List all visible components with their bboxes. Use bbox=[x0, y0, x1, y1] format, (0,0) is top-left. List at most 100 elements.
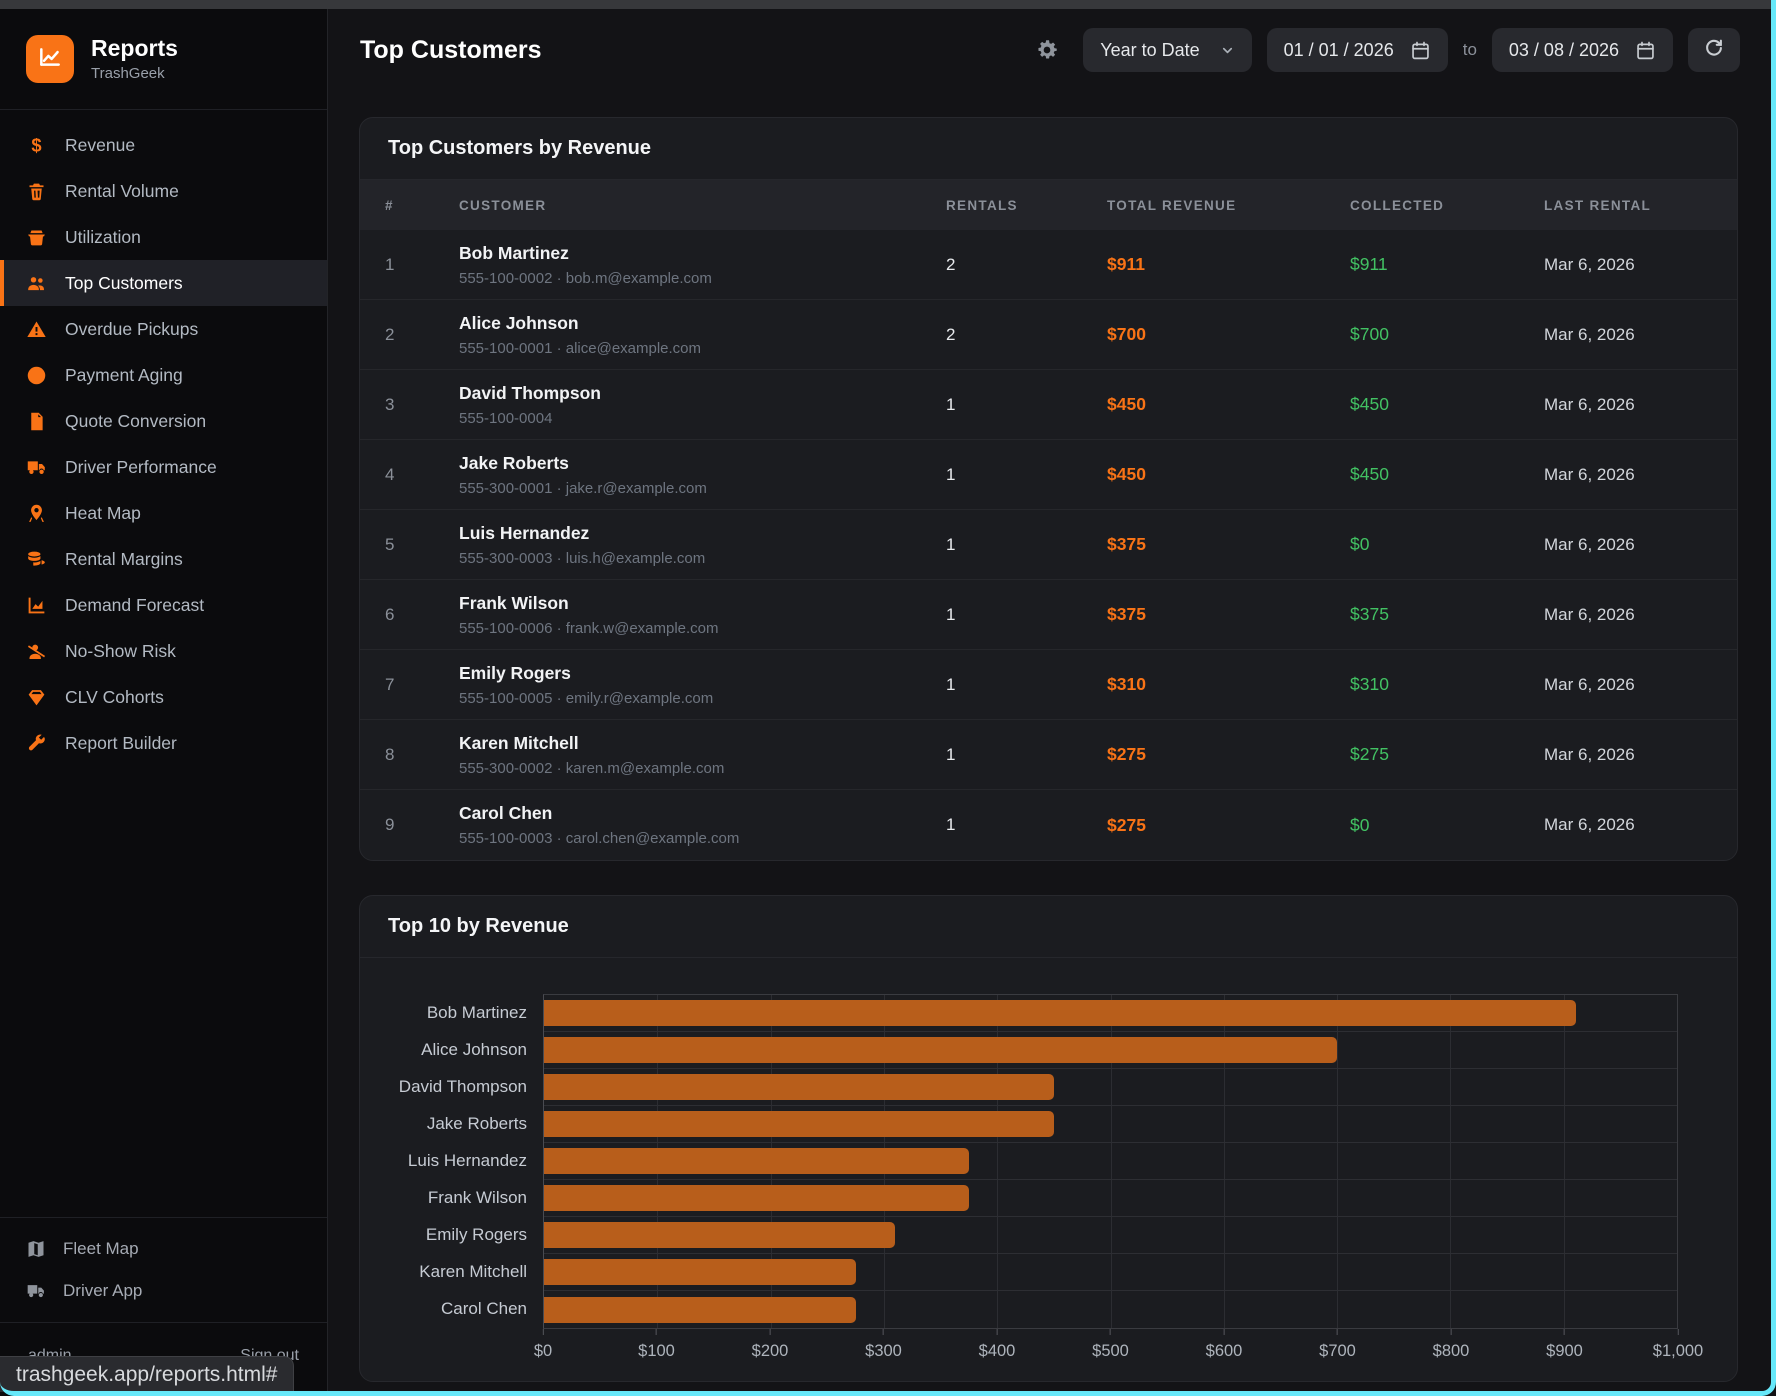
sidebar-item-label: Revenue bbox=[65, 134, 136, 155]
col-collected: COLLECTED bbox=[1350, 197, 1445, 213]
chart-plot-area bbox=[543, 994, 1678, 1329]
chart-band bbox=[544, 995, 1677, 1032]
chart-band bbox=[544, 1106, 1677, 1143]
sidebar-item-label: CLV Cohorts bbox=[65, 686, 164, 707]
chart-band bbox=[544, 1217, 1677, 1254]
refresh-icon bbox=[1703, 37, 1725, 64]
sidebar-item-report-builder[interactable]: Report Builder bbox=[0, 720, 327, 766]
top10-chart-card: Top 10 by Revenue Bob Martinez Alice John… bbox=[359, 895, 1738, 1382]
x-tick-label: $500 bbox=[1092, 1329, 1129, 1361]
chart-category-label: Carol Chen bbox=[441, 1298, 527, 1318]
last-rental-cell: Mar 6, 2026 bbox=[1544, 464, 1635, 484]
x-tick-label: $700 bbox=[1319, 1329, 1356, 1361]
chart-category-label: Karen Mitchell bbox=[419, 1261, 527, 1281]
customer-cell: Alice Johnson 555-100-0001 · alice@examp… bbox=[459, 313, 946, 357]
last-rental-cell: Mar 6, 2026 bbox=[1544, 674, 1635, 694]
sidebar-item-label: Report Builder bbox=[65, 732, 177, 753]
chart-category-label: David Thompson bbox=[398, 1076, 527, 1096]
bar-frank-wilson bbox=[544, 1185, 969, 1211]
sidebar-item-rental-margins[interactable]: Rental Margins bbox=[0, 536, 327, 582]
chart-category-label: Jake Roberts bbox=[426, 1113, 527, 1133]
bar-alice-johnson bbox=[544, 1037, 1338, 1063]
rank-cell: 5 bbox=[385, 534, 395, 554]
bar-david-thompson bbox=[544, 1074, 1054, 1100]
table-row: 5 Luis Hernandez 555-300-0003 · luis.h@e… bbox=[360, 510, 1737, 580]
sidebar-item-fleet-map[interactable]: Fleet Map bbox=[0, 1228, 327, 1270]
last-rental-cell: Mar 6, 2026 bbox=[1544, 744, 1635, 764]
table-row: 2 Alice Johnson 555-100-0001 · alice@exa… bbox=[360, 300, 1737, 370]
rentals-cell: 1 bbox=[946, 604, 956, 624]
collected-cell: $911 bbox=[1350, 254, 1388, 274]
sidebar-item-demand-forecast[interactable]: Demand Forecast bbox=[0, 582, 327, 628]
sidebar-item-revenue[interactable]: $ Revenue bbox=[0, 122, 327, 168]
customer-cell: Luis Hernandez 555-300-0003 · luis.h@exa… bbox=[459, 523, 946, 567]
x-tick-label: $400 bbox=[979, 1329, 1015, 1361]
table-header-row: # CUSTOMER RENTALS TOTAL REVENUE COLLECT… bbox=[360, 180, 1737, 230]
trash-icon bbox=[26, 181, 47, 202]
customer-cell: Frank Wilson 555-100-0006 · frank.w@exam… bbox=[459, 593, 946, 637]
chart-band bbox=[544, 1254, 1677, 1291]
chevron-down-icon bbox=[1220, 43, 1235, 58]
app-name: Reports bbox=[91, 35, 178, 62]
customer-contact: 555-300-0001 · jake.r@example.com bbox=[459, 479, 707, 497]
status-url-tooltip: trashgeek.app/reports.html# bbox=[0, 1356, 295, 1392]
sidebar-item-payment-aging[interactable]: Payment Aging bbox=[0, 352, 327, 398]
gridline bbox=[1337, 995, 1339, 1328]
gridline bbox=[1110, 995, 1112, 1328]
chart-category-label: Frank Wilson bbox=[427, 1187, 527, 1207]
chart-area-icon bbox=[26, 595, 47, 616]
date-from-input[interactable]: 01 / 01 / 2026 bbox=[1266, 28, 1448, 72]
customer-name: Jake Roberts bbox=[459, 452, 569, 473]
sidebar-item-label: Rental Margins bbox=[65, 548, 183, 569]
document-icon bbox=[26, 411, 47, 432]
gridline bbox=[997, 995, 999, 1328]
customer-contact: 555-100-0001 · alice@example.com bbox=[459, 339, 702, 357]
chart-band bbox=[544, 1291, 1677, 1328]
period-select[interactable]: Year to Date bbox=[1083, 28, 1252, 72]
customer-cell: Jake Roberts 555-300-0001 · jake.r@examp… bbox=[459, 453, 946, 497]
sidebar-item-label: Driver Performance bbox=[65, 456, 217, 477]
status-url-text: trashgeek.app/reports.html# bbox=[16, 1362, 278, 1386]
sidebar-item-rental-volume[interactable]: Rental Volume bbox=[0, 168, 327, 214]
gear-icon[interactable] bbox=[1034, 37, 1060, 63]
sidebar-item-clv-cohorts[interactable]: CLV Cohorts bbox=[0, 674, 327, 720]
customer-cell: David Thompson 555-100-0004 bbox=[459, 383, 946, 427]
table-body: 1 Bob Martinez 555-100-0002 · bob.m@exam… bbox=[360, 230, 1737, 860]
sidebar-item-heat-map[interactable]: Heat Map bbox=[0, 490, 327, 536]
sidebar-item-top-customers[interactable]: Top Customers bbox=[0, 260, 327, 306]
sidebar-item-driver-app[interactable]: Driver App bbox=[0, 1270, 327, 1312]
sidebar-item-driver-performance[interactable]: Driver Performance bbox=[0, 444, 327, 490]
rank-cell: 1 bbox=[385, 254, 395, 274]
sidebar-item-quote-conversion[interactable]: Quote Conversion bbox=[0, 398, 327, 444]
sidebar-item-no-show-risk[interactable]: No-Show Risk bbox=[0, 628, 327, 674]
sidebar-item-label: Rental Volume bbox=[65, 180, 179, 201]
date-to-input[interactable]: 03 / 08 / 2026 bbox=[1491, 28, 1673, 72]
page-header: Top Customers Year to Date 01 / 01 / 202… bbox=[328, 9, 1776, 91]
customer-cell: Bob Martinez 555-100-0002 · bob.m@exampl… bbox=[459, 243, 946, 287]
map-pin-icon bbox=[26, 503, 47, 524]
revenue-cell: $911 bbox=[1107, 254, 1145, 274]
customer-contact: 555-100-0005 · emily.r@example.com bbox=[459, 689, 714, 707]
customer-name: David Thompson bbox=[459, 382, 601, 403]
calendar-icon[interactable] bbox=[1410, 40, 1431, 61]
table-row: 1 Bob Martinez 555-100-0002 · bob.m@exam… bbox=[360, 230, 1737, 300]
calendar-icon[interactable] bbox=[1635, 40, 1656, 61]
x-tick-label: $0 bbox=[534, 1329, 552, 1361]
sidebar-item-label: Top Customers bbox=[65, 272, 183, 293]
sidebar-secondary-nav: Fleet Map Driver App bbox=[0, 1217, 327, 1322]
period-select-value: Year to Date bbox=[1100, 39, 1200, 60]
x-tick-label: $300 bbox=[865, 1329, 902, 1361]
chart-band bbox=[544, 1069, 1677, 1106]
customer-contact: 555-100-0006 · frank.w@example.com bbox=[459, 619, 719, 637]
x-tick-label: $1,000 bbox=[1653, 1329, 1703, 1361]
last-rental-cell: Mar 6, 2026 bbox=[1544, 534, 1635, 554]
x-tick-label: $200 bbox=[752, 1329, 788, 1361]
x-tick-label: $900 bbox=[1546, 1329, 1583, 1361]
revenue-cell: $375 bbox=[1107, 534, 1146, 554]
refresh-button[interactable] bbox=[1688, 28, 1740, 72]
sidebar-item-utilization[interactable]: Utilization bbox=[0, 214, 327, 260]
collected-cell: $450 bbox=[1350, 394, 1389, 414]
sidebar-item-overdue-pickups[interactable]: Overdue Pickups bbox=[0, 306, 327, 352]
app-company: TrashGeek bbox=[91, 64, 165, 82]
sidebar-nav: $ Revenue Rental Volume Utilization Top … bbox=[0, 110, 327, 766]
